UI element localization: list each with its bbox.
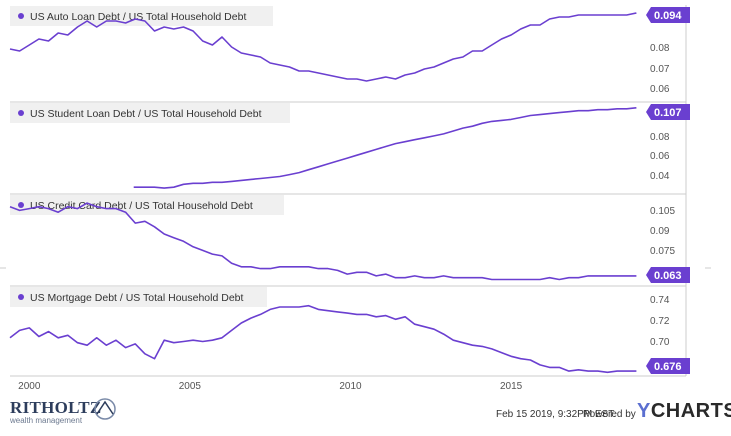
y-tick-label: 0.06 <box>650 151 670 162</box>
logo-emblem-icon <box>94 398 116 420</box>
last-value-label: 0.063 <box>654 270 682 282</box>
last-value-label: 0.107 <box>654 107 682 119</box>
last-value-label: 0.676 <box>654 361 682 373</box>
footer: RITHOLTZ wealth management Feb 15 2019, … <box>0 392 731 436</box>
panel-title: US Student Loan Debt / US Total Househol… <box>30 108 262 120</box>
x-tick-label: 2010 <box>339 381 362 392</box>
y-tick-label: 0.06 <box>650 84 670 95</box>
ycharts-logo-y: Y <box>637 400 651 422</box>
y-tick-label: 0.07 <box>650 64 670 75</box>
y-tick-label: 0.075 <box>650 246 675 257</box>
last-value-badge <box>646 358 690 374</box>
panel-title: US Mortgage Debt / US Total Household De… <box>30 292 244 304</box>
last-value-badge <box>646 7 690 23</box>
y-tick-label: 0.04 <box>650 171 670 182</box>
last-value-badge <box>646 104 690 120</box>
legend-dot-icon <box>18 294 24 300</box>
panel-title-box <box>10 287 267 307</box>
panel-title-box <box>10 6 273 26</box>
legend-dot-icon <box>18 110 24 116</box>
chart-area: US Auto Loan Debt / US Total Household D… <box>0 5 711 392</box>
logo-main-text: RITHOLTZ <box>10 398 102 417</box>
y-tick-label: 0.08 <box>650 132 670 143</box>
ritholtz-logo: RITHOLTZ wealth management <box>10 398 102 425</box>
x-tick-label: 2000 <box>18 381 41 392</box>
y-tick-label: 0.74 <box>650 295 670 306</box>
timestamp: Feb 15 2019, 9:32PM EST. <box>496 409 617 420</box>
y-tick-label: 0.72 <box>650 316 670 327</box>
logo-sub-text: wealth management <box>10 416 83 425</box>
series-line <box>9 304 637 374</box>
panel-title-box <box>10 103 290 123</box>
series-line <box>9 202 637 281</box>
x-tick-label: 2005 <box>179 381 202 392</box>
y-tick-label: 0.08 <box>650 43 670 54</box>
x-tick-label: 2015 <box>500 381 523 392</box>
ycharts-logo: YCHARTS <box>637 400 731 423</box>
last-value-badge <box>646 267 690 283</box>
y-tick-label: 0.105 <box>650 206 675 217</box>
y-tick-label: 0.09 <box>650 226 670 237</box>
series-line <box>9 12 637 82</box>
y-tick-label: 0.70 <box>650 337 670 348</box>
last-value-label: 0.094 <box>654 10 682 22</box>
panel-title-box <box>10 195 284 215</box>
powered-by-label: Powered by <box>583 409 636 420</box>
legend-dot-icon <box>18 202 24 208</box>
series-line <box>133 107 637 189</box>
legend-dot-icon <box>18 13 24 19</box>
ycharts-logo-text: CHARTS <box>650 400 731 422</box>
panel-title: US Credit Card Debt / US Total Household… <box>30 200 253 212</box>
panel-title: US Auto Loan Debt / US Total Household D… <box>30 11 246 23</box>
